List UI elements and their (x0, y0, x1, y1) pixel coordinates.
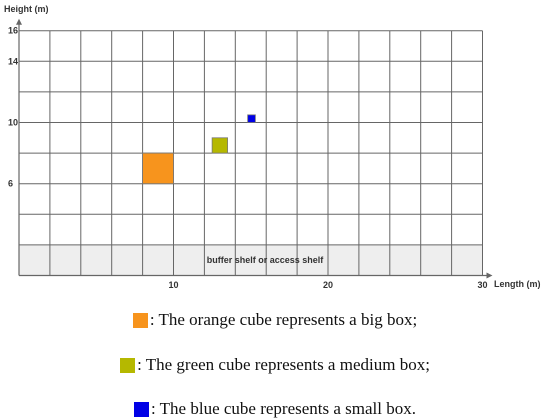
shelf-grid-diagram: Height (m) Length (m) buffer shelf or ac… (4, 4, 541, 290)
x-tick-label: 10 (168, 280, 178, 290)
medium-box-swatch (120, 357, 136, 373)
boxes (142, 114, 256, 185)
y-tick-label: 16 (8, 26, 18, 36)
medium-box (211, 137, 228, 154)
x-axis-arrow (486, 272, 493, 279)
buffer-shelf-band (19, 244, 483, 276)
y-tick-label: 6 (8, 179, 13, 189)
x-tick-label: 30 (477, 280, 487, 290)
legend-item-big-box: : The orange cube represents a big box; (0, 310, 550, 330)
y-tick-label: 14 (8, 56, 18, 66)
big-box (142, 152, 174, 185)
legend-item-medium-box: : The green cube represents a medium box… (0, 355, 550, 375)
legend-text-small-box: : The blue cube represents a small box. (151, 399, 416, 418)
big-box-swatch (132, 312, 148, 328)
ticks: 10 20 30 6 10 14 16 (8, 26, 488, 290)
buffer-shelf-label: buffer shelf or access shelf (207, 255, 325, 265)
small-box (247, 114, 256, 123)
y-axis-arrow (16, 18, 22, 25)
x-tick-label: 20 (323, 280, 333, 290)
legend-text-medium-box: : The green cube represents a medium box… (137, 355, 430, 374)
y-tick-label: 10 (8, 118, 18, 128)
legend-text-big-box: : The orange cube represents a big box; (149, 310, 418, 329)
small-box-swatch (134, 401, 149, 417)
grid-lines (16, 18, 493, 279)
x-axis-label: Length (m) (494, 279, 541, 289)
legend-item-small-box: : The blue cube represents a small box. (0, 399, 550, 419)
y-axis-label: Height (m) (4, 4, 49, 14)
